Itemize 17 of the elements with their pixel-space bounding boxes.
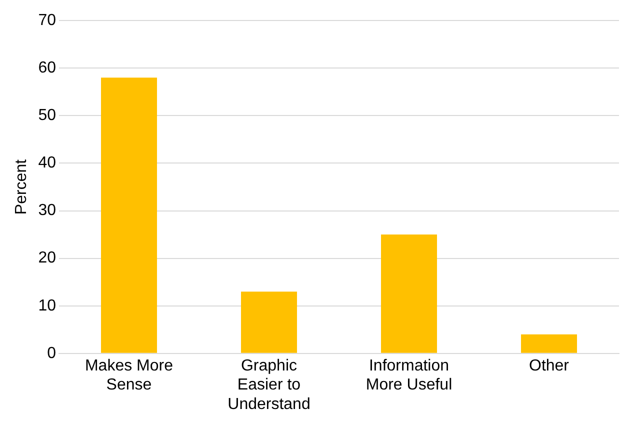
y-tick-label: 70 [38, 12, 56, 30]
x-tick-label: Information More Useful [366, 357, 452, 394]
x-tick-label: Other [528, 357, 570, 374]
bar [521, 334, 577, 353]
y-tick-label: 20 [38, 250, 56, 267]
bar [381, 234, 437, 353]
y-axis-title: Percent [13, 158, 30, 215]
y-tick-label: 0 [47, 344, 56, 362]
bar [100, 78, 157, 353]
y-tick-label: 30 [38, 202, 56, 220]
y-tick-label: 40 [38, 154, 56, 172]
x-tick-label: Makes More Sense [84, 357, 174, 394]
x-tick-label: Graphic Easier to Understand [228, 357, 310, 413]
y-tick-label: 10 [38, 297, 56, 314]
y-tick-label: 60 [38, 60, 56, 77]
bar [241, 292, 297, 353]
y-tick-label: 50 [38, 107, 56, 124]
